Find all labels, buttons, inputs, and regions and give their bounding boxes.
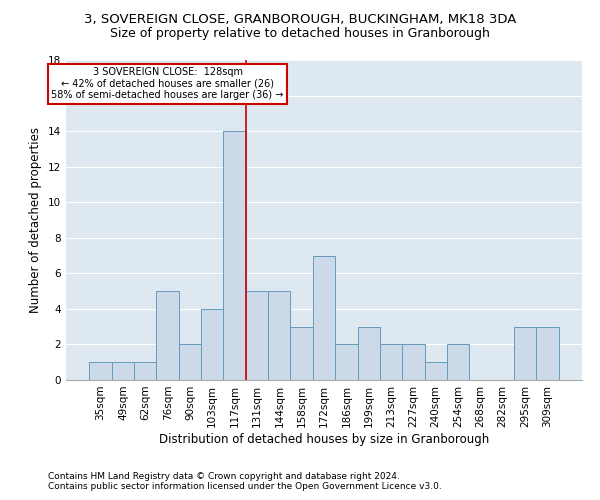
Bar <box>89 362 112 380</box>
Text: 3, SOVEREIGN CLOSE, GRANBOROUGH, BUCKINGHAM, MK18 3DA: 3, SOVEREIGN CLOSE, GRANBOROUGH, BUCKING… <box>84 12 516 26</box>
Bar <box>157 291 179 380</box>
Bar <box>201 309 223 380</box>
Bar <box>358 326 380 380</box>
X-axis label: Distribution of detached houses by size in Granborough: Distribution of detached houses by size … <box>159 432 489 446</box>
Bar <box>536 326 559 380</box>
Bar <box>514 326 536 380</box>
Bar <box>134 362 157 380</box>
Bar <box>223 131 246 380</box>
Bar <box>246 291 268 380</box>
Bar <box>335 344 358 380</box>
Text: 3 SOVEREIGN CLOSE:  128sqm
← 42% of detached houses are smaller (26)
58% of semi: 3 SOVEREIGN CLOSE: 128sqm ← 42% of detac… <box>52 67 284 100</box>
Bar <box>179 344 201 380</box>
Bar <box>112 362 134 380</box>
Bar <box>425 362 447 380</box>
Bar <box>313 256 335 380</box>
Bar <box>380 344 402 380</box>
Text: Contains HM Land Registry data © Crown copyright and database right 2024.: Contains HM Land Registry data © Crown c… <box>48 472 400 481</box>
Text: Size of property relative to detached houses in Granborough: Size of property relative to detached ho… <box>110 28 490 40</box>
Text: Contains public sector information licensed under the Open Government Licence v3: Contains public sector information licen… <box>48 482 442 491</box>
Y-axis label: Number of detached properties: Number of detached properties <box>29 127 43 313</box>
Bar <box>447 344 469 380</box>
Bar <box>402 344 425 380</box>
Bar <box>268 291 290 380</box>
Bar <box>290 326 313 380</box>
